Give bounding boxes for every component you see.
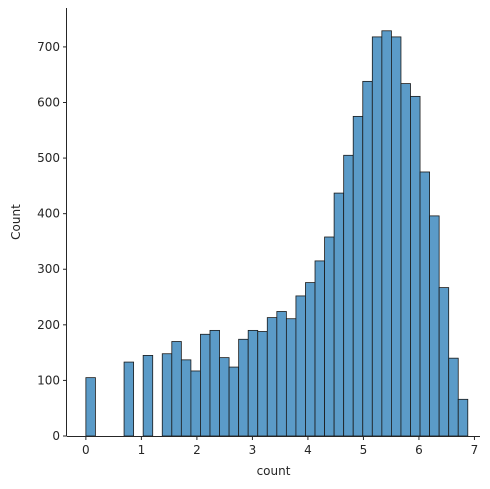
x-tick-label: 2 xyxy=(193,443,201,457)
y-tick-label: 600 xyxy=(37,95,60,109)
x-tick-label: 3 xyxy=(249,443,257,457)
histogram-bar xyxy=(457,398,469,437)
x-tick-label: 6 xyxy=(415,443,423,457)
histogram-bar xyxy=(448,357,459,437)
histogram-bar xyxy=(123,361,135,437)
y-tick-label: 500 xyxy=(37,151,60,165)
x-axis-label: count xyxy=(257,464,291,478)
histogram-bar xyxy=(391,36,402,437)
histogram-bar xyxy=(333,192,345,437)
histogram-bar xyxy=(266,317,278,437)
histogram-bar xyxy=(142,355,154,437)
histogram-bar xyxy=(419,171,430,437)
histogram-bar xyxy=(190,370,201,437)
histogram-bar xyxy=(257,331,268,437)
histogram-bar xyxy=(219,357,230,437)
histogram-bar xyxy=(429,215,440,437)
x-tick-label: 4 xyxy=(304,443,312,457)
histogram-bar xyxy=(209,329,220,437)
y-tick-label: 0 xyxy=(52,429,60,443)
histogram-bar xyxy=(438,287,450,437)
y-tick-label: 200 xyxy=(37,318,60,332)
histogram-bar xyxy=(400,83,411,437)
histogram-bar xyxy=(85,377,96,437)
histogram-bar xyxy=(371,36,383,437)
histogram-bar xyxy=(180,359,192,437)
histogram-bar xyxy=(161,353,173,437)
histogram-bar xyxy=(410,95,421,437)
histogram-bar xyxy=(362,80,373,437)
histogram-bar xyxy=(171,341,182,437)
histogram-bar xyxy=(381,30,392,437)
histogram-bar xyxy=(228,366,240,437)
x-tick-label: 1 xyxy=(138,443,146,457)
histogram-bar xyxy=(276,311,287,437)
bars-group xyxy=(85,30,469,437)
x-tick-label: 7 xyxy=(471,443,479,457)
y-tick-label: 100 xyxy=(37,373,60,387)
histogram-bar xyxy=(285,318,297,437)
histogram-bar xyxy=(295,295,306,437)
histogram-bar xyxy=(314,260,325,437)
y-tick-label: 300 xyxy=(37,262,60,276)
histogram-bar xyxy=(200,333,211,437)
y-tick-label: 400 xyxy=(37,207,60,221)
histogram-bar xyxy=(352,115,364,437)
histogram-bar xyxy=(247,329,259,437)
x-tick-label: 5 xyxy=(360,443,368,457)
y-tick-label: 700 xyxy=(37,40,60,54)
histogram-bar xyxy=(305,282,316,437)
y-ticks-group: 0 100 200 300 400 500 600 700 xyxy=(37,40,67,443)
y-axis-label: Count xyxy=(9,204,23,240)
histogram-bar xyxy=(343,154,354,437)
histogram-bar xyxy=(238,338,249,437)
x-tick-label: 0 xyxy=(82,443,90,457)
x-ticks-group: 0 1 2 3 4 5 6 7 xyxy=(82,436,478,457)
histogram-bar xyxy=(324,236,335,437)
